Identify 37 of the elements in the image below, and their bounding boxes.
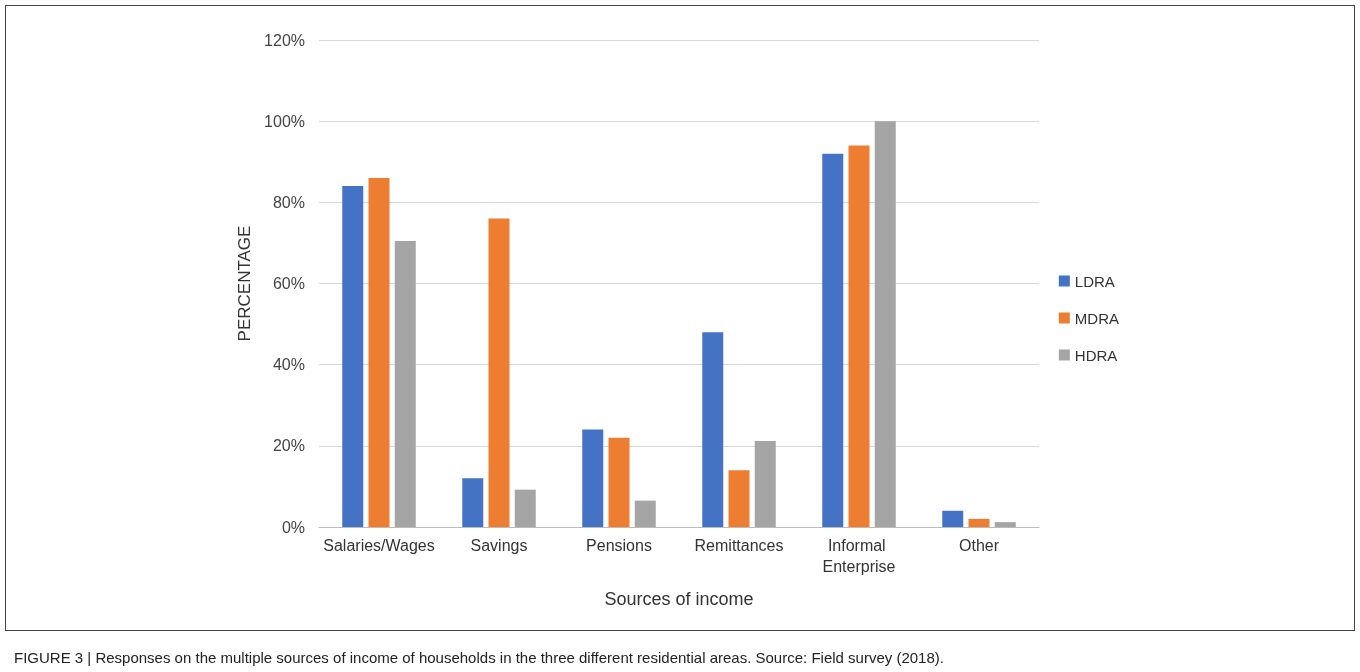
- x-axis-title: Sources of income: [604, 589, 754, 609]
- y-tick-label: 40%: [272, 356, 305, 374]
- bar: [994, 522, 1016, 527]
- y-tick-label: 60%: [272, 275, 305, 292]
- bar: [462, 478, 484, 527]
- legend-label: MDRA: [1074, 309, 1120, 327]
- y-tick-label: 120%: [264, 31, 305, 49]
- y-tick-label: 80%: [272, 193, 305, 211]
- bar: [754, 440, 776, 527]
- bar: [942, 510, 964, 527]
- bar: [608, 437, 630, 527]
- caption: FIGURE 3 | Responses on the multiple sources of income of households in the three different residential areas. Source: Field survey (2018).: [14, 649, 944, 666]
- x-tick-label: Other: [958, 537, 1000, 554]
- x-tick-label: Salaries/Wages: [323, 537, 435, 554]
- bar: [342, 186, 364, 527]
- y-tick-label: 0%: [281, 518, 305, 536]
- bar: [488, 218, 510, 527]
- bar: [582, 429, 604, 527]
- bar: [968, 518, 990, 527]
- bar: [822, 153, 844, 527]
- x-tick-label: Remittances: [694, 537, 784, 554]
- y-tick-label: 20%: [272, 437, 305, 455]
- bar: [848, 145, 870, 527]
- bar: [728, 470, 750, 527]
- bar: [514, 489, 536, 527]
- y-axis-title: PERCENTAGE: [235, 225, 255, 342]
- legend-label: HDRA: [1074, 346, 1118, 364]
- bar: [368, 177, 390, 527]
- x-tick-label: Pensions: [586, 537, 652, 554]
- x-tick-label: Savings: [470, 537, 528, 554]
- bar: [634, 500, 656, 527]
- x-tick-label: Informal Enterprise: [822, 537, 896, 575]
- legend-label: LDRA: [1074, 272, 1115, 290]
- bar: [702, 332, 724, 527]
- y-tick-label: 100%: [264, 112, 305, 130]
- bar: [874, 121, 896, 527]
- bar: [394, 240, 416, 527]
